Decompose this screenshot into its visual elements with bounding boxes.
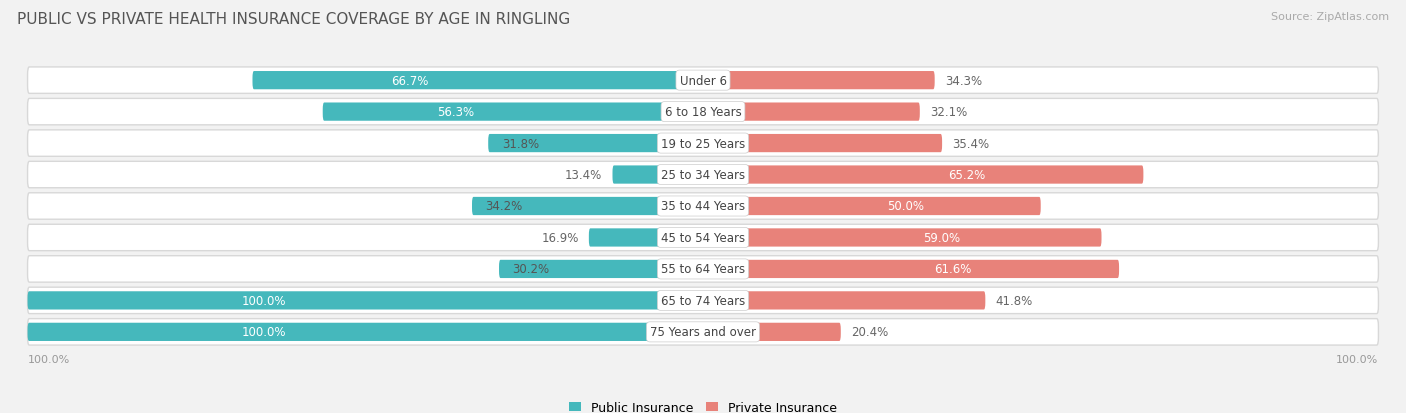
- Text: 100.0%: 100.0%: [242, 294, 287, 307]
- FancyBboxPatch shape: [703, 166, 1143, 184]
- FancyBboxPatch shape: [28, 68, 1378, 94]
- FancyBboxPatch shape: [703, 197, 1040, 216]
- FancyBboxPatch shape: [28, 225, 1378, 251]
- FancyBboxPatch shape: [28, 162, 1378, 188]
- FancyBboxPatch shape: [472, 197, 703, 216]
- FancyBboxPatch shape: [28, 292, 703, 310]
- FancyBboxPatch shape: [28, 193, 1378, 220]
- Text: 41.8%: 41.8%: [995, 294, 1033, 307]
- Text: 65 to 74 Years: 65 to 74 Years: [661, 294, 745, 307]
- FancyBboxPatch shape: [28, 319, 1378, 345]
- FancyBboxPatch shape: [703, 292, 986, 310]
- FancyBboxPatch shape: [323, 103, 703, 121]
- FancyBboxPatch shape: [589, 229, 703, 247]
- FancyBboxPatch shape: [253, 72, 703, 90]
- FancyBboxPatch shape: [499, 260, 703, 278]
- Text: 35.4%: 35.4%: [952, 137, 990, 150]
- FancyBboxPatch shape: [28, 131, 1378, 157]
- Text: 32.1%: 32.1%: [929, 106, 967, 119]
- Text: 65.2%: 65.2%: [949, 169, 986, 182]
- Text: 45 to 54 Years: 45 to 54 Years: [661, 231, 745, 244]
- Text: PUBLIC VS PRIVATE HEALTH INSURANCE COVERAGE BY AGE IN RINGLING: PUBLIC VS PRIVATE HEALTH INSURANCE COVER…: [17, 12, 569, 27]
- Text: 59.0%: 59.0%: [924, 231, 960, 244]
- FancyBboxPatch shape: [703, 103, 920, 121]
- Text: 56.3%: 56.3%: [437, 106, 474, 119]
- Text: 13.4%: 13.4%: [565, 169, 602, 182]
- FancyBboxPatch shape: [703, 135, 942, 153]
- FancyBboxPatch shape: [703, 72, 935, 90]
- Text: 61.6%: 61.6%: [934, 263, 972, 276]
- Text: Source: ZipAtlas.com: Source: ZipAtlas.com: [1271, 12, 1389, 22]
- Text: 34.3%: 34.3%: [945, 74, 981, 88]
- FancyBboxPatch shape: [703, 260, 1119, 278]
- FancyBboxPatch shape: [703, 323, 841, 341]
- Text: 31.8%: 31.8%: [502, 137, 538, 150]
- FancyBboxPatch shape: [28, 323, 703, 341]
- Text: 30.2%: 30.2%: [513, 263, 550, 276]
- Legend: Public Insurance, Private Insurance: Public Insurance, Private Insurance: [568, 401, 838, 413]
- Text: 100.0%: 100.0%: [1336, 354, 1378, 364]
- FancyBboxPatch shape: [28, 256, 1378, 282]
- Text: 75 Years and over: 75 Years and over: [650, 325, 756, 339]
- Text: 19 to 25 Years: 19 to 25 Years: [661, 137, 745, 150]
- Text: 16.9%: 16.9%: [541, 231, 579, 244]
- Text: 100.0%: 100.0%: [242, 325, 287, 339]
- FancyBboxPatch shape: [613, 166, 703, 184]
- Text: 34.2%: 34.2%: [485, 200, 523, 213]
- Text: 50.0%: 50.0%: [887, 200, 924, 213]
- Text: 6 to 18 Years: 6 to 18 Years: [665, 106, 741, 119]
- FancyBboxPatch shape: [703, 229, 1101, 247]
- FancyBboxPatch shape: [28, 99, 1378, 126]
- Text: 55 to 64 Years: 55 to 64 Years: [661, 263, 745, 276]
- FancyBboxPatch shape: [488, 135, 703, 153]
- Text: 35 to 44 Years: 35 to 44 Years: [661, 200, 745, 213]
- Text: 66.7%: 66.7%: [391, 74, 429, 88]
- FancyBboxPatch shape: [28, 287, 1378, 314]
- Text: 25 to 34 Years: 25 to 34 Years: [661, 169, 745, 182]
- Text: Under 6: Under 6: [679, 74, 727, 88]
- Text: 100.0%: 100.0%: [28, 354, 70, 364]
- Text: 20.4%: 20.4%: [851, 325, 889, 339]
